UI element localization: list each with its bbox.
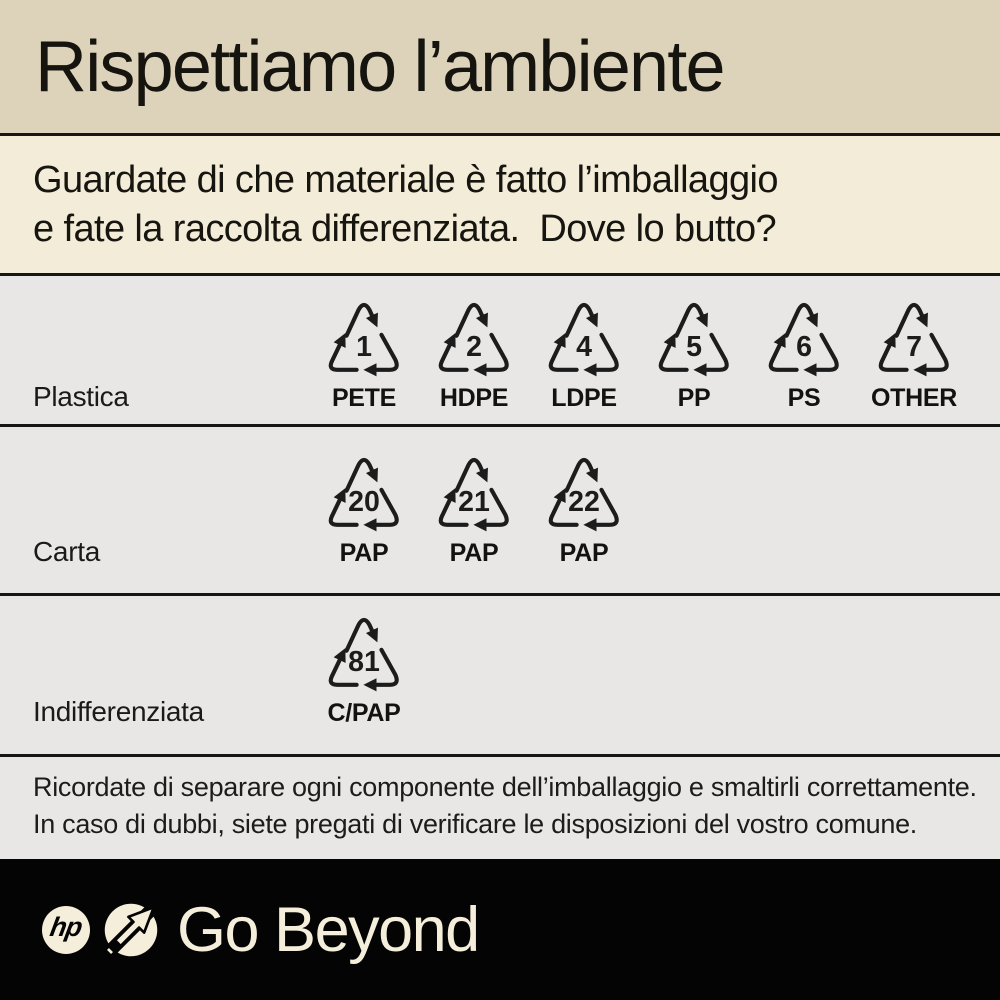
symbol-code: PS xyxy=(787,384,821,412)
recycling-symbol-cpap-81: 81 C/PAP xyxy=(309,613,419,728)
footer-tagline: Go Beyond xyxy=(177,894,480,965)
recycling-triangle-icon: 4 xyxy=(538,298,630,379)
note-line-1: Ricordate di separare ogni componente de… xyxy=(33,772,977,802)
symbol-code: PAP xyxy=(559,539,609,567)
divider xyxy=(0,133,1000,136)
recycling-triangle-icon: 5 xyxy=(648,298,740,379)
material-label: Indifferenziata xyxy=(33,696,204,727)
symbol-number: 81 xyxy=(348,646,380,678)
symbol-code: PAP xyxy=(339,539,389,567)
symbols-row: 1 PETE 2 HDPE 4 LDPE 5 PP 6 PS 7 OTHER xyxy=(309,298,969,413)
hp-logo: hp xyxy=(42,905,90,954)
recycling-symbol-pap-22: 22 PAP xyxy=(529,453,639,568)
symbols-row: 81 C/PAP xyxy=(309,613,419,728)
subtitle-line-1: Guardate di che materiale è fatto l’imba… xyxy=(33,158,779,201)
recycling-triangle-icon: 2 xyxy=(428,298,520,379)
recycling-triangle-icon: 1 xyxy=(318,298,410,379)
symbol-number: 6 xyxy=(796,331,812,363)
hp-logo-text: hp xyxy=(47,912,84,942)
symbol-number: 1 xyxy=(356,331,372,363)
symbol-number: 2 xyxy=(466,331,482,363)
recycling-triangle-icon: 22 xyxy=(538,453,630,534)
symbol-code: HDPE xyxy=(439,384,509,412)
symbol-code: PAP xyxy=(449,539,499,567)
recycling-triangle-icon: 21 xyxy=(428,453,520,534)
symbol-code: LDPE xyxy=(551,384,617,412)
symbol-number: 5 xyxy=(686,331,702,363)
symbol-code: PETE xyxy=(331,384,397,412)
material-row-carta: Carta 20 PAP 21 PAP 22 PAP xyxy=(0,427,1000,593)
note-section: Ricordate di separare ogni componente de… xyxy=(0,757,1000,859)
material-label: Plastica xyxy=(33,381,129,412)
recycling-triangle-icon: 20 xyxy=(318,453,410,534)
recycling-symbol-ldpe: 4 LDPE xyxy=(529,298,639,413)
divider xyxy=(0,273,1000,276)
recycling-symbol-other: 7 OTHER xyxy=(859,298,969,413)
recycling-symbol-pap-21: 21 PAP xyxy=(419,453,529,568)
recycling-triangle-icon: 6 xyxy=(758,298,850,379)
material-label: Carta xyxy=(33,536,100,567)
subtitle-line-2: e fate la raccolta differenziata. Dove l… xyxy=(33,207,777,250)
symbols-row: 20 PAP 21 PAP 22 PAP xyxy=(309,453,639,568)
note-line-2: In caso di dubbi, siete pregati di verif… xyxy=(33,809,917,839)
page-title: Rispettiamo l’ambiente xyxy=(35,26,726,107)
recycling-triangle-icon: 81 xyxy=(318,613,410,694)
footer-bar: hp Go Beyond xyxy=(0,859,1000,1000)
symbol-number: 20 xyxy=(348,486,380,518)
divider xyxy=(0,754,1000,757)
title-section: Rispettiamo l’ambiente xyxy=(0,0,1000,133)
symbol-number: 7 xyxy=(906,331,922,363)
recycling-symbol-pete: 1 PETE xyxy=(309,298,419,413)
divider xyxy=(0,593,1000,596)
symbol-code: OTHER xyxy=(870,384,957,412)
subtitle-section: Guardate di che materiale è fatto l’imba… xyxy=(0,136,1000,273)
symbol-code: PP xyxy=(677,384,711,412)
symbol-code: C/PAP xyxy=(327,699,401,727)
recycling-symbol-pp: 5 PP xyxy=(639,298,749,413)
recycling-symbol-ps: 6 PS xyxy=(749,298,859,413)
symbol-number: 21 xyxy=(458,486,490,518)
go-beyond-arrow-icon xyxy=(103,901,159,958)
recycling-symbol-hdpe: 2 HDPE xyxy=(419,298,529,413)
recycling-triangle-icon: 7 xyxy=(868,298,960,379)
divider xyxy=(0,424,1000,427)
recycling-symbol-pap-20: 20 PAP xyxy=(309,453,419,568)
material-row-plastica: Plastica 1 PETE 2 HDPE 4 LDPE 5 PP 6 PS xyxy=(0,276,1000,424)
symbol-number: 22 xyxy=(568,486,600,518)
symbol-number: 4 xyxy=(576,331,592,363)
material-row-indifferenziata: Indifferenziata 81 C/PAP xyxy=(0,596,1000,754)
